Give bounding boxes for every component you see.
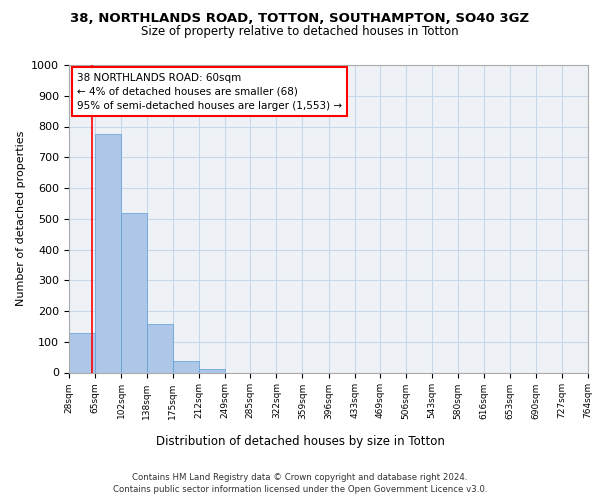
Text: 38 NORTHLANDS ROAD: 60sqm
← 4% of detached houses are smaller (68)
95% of semi-d: 38 NORTHLANDS ROAD: 60sqm ← 4% of detach… — [77, 72, 342, 110]
Text: Contains public sector information licensed under the Open Government Licence v3: Contains public sector information licen… — [113, 485, 487, 494]
Bar — [121, 212, 147, 372]
Bar — [173, 361, 199, 372]
Bar — [69, 332, 95, 372]
Text: 38, NORTHLANDS ROAD, TOTTON, SOUTHAMPTON, SO40 3GZ: 38, NORTHLANDS ROAD, TOTTON, SOUTHAMPTON… — [70, 12, 530, 26]
Text: Distribution of detached houses by size in Totton: Distribution of detached houses by size … — [155, 435, 445, 448]
Y-axis label: Number of detached properties: Number of detached properties — [16, 131, 26, 306]
Text: Contains HM Land Registry data © Crown copyright and database right 2024.: Contains HM Land Registry data © Crown c… — [132, 472, 468, 482]
Bar — [199, 369, 225, 372]
Bar — [95, 134, 121, 372]
Bar — [146, 324, 173, 372]
Text: Size of property relative to detached houses in Totton: Size of property relative to detached ho… — [141, 25, 459, 38]
